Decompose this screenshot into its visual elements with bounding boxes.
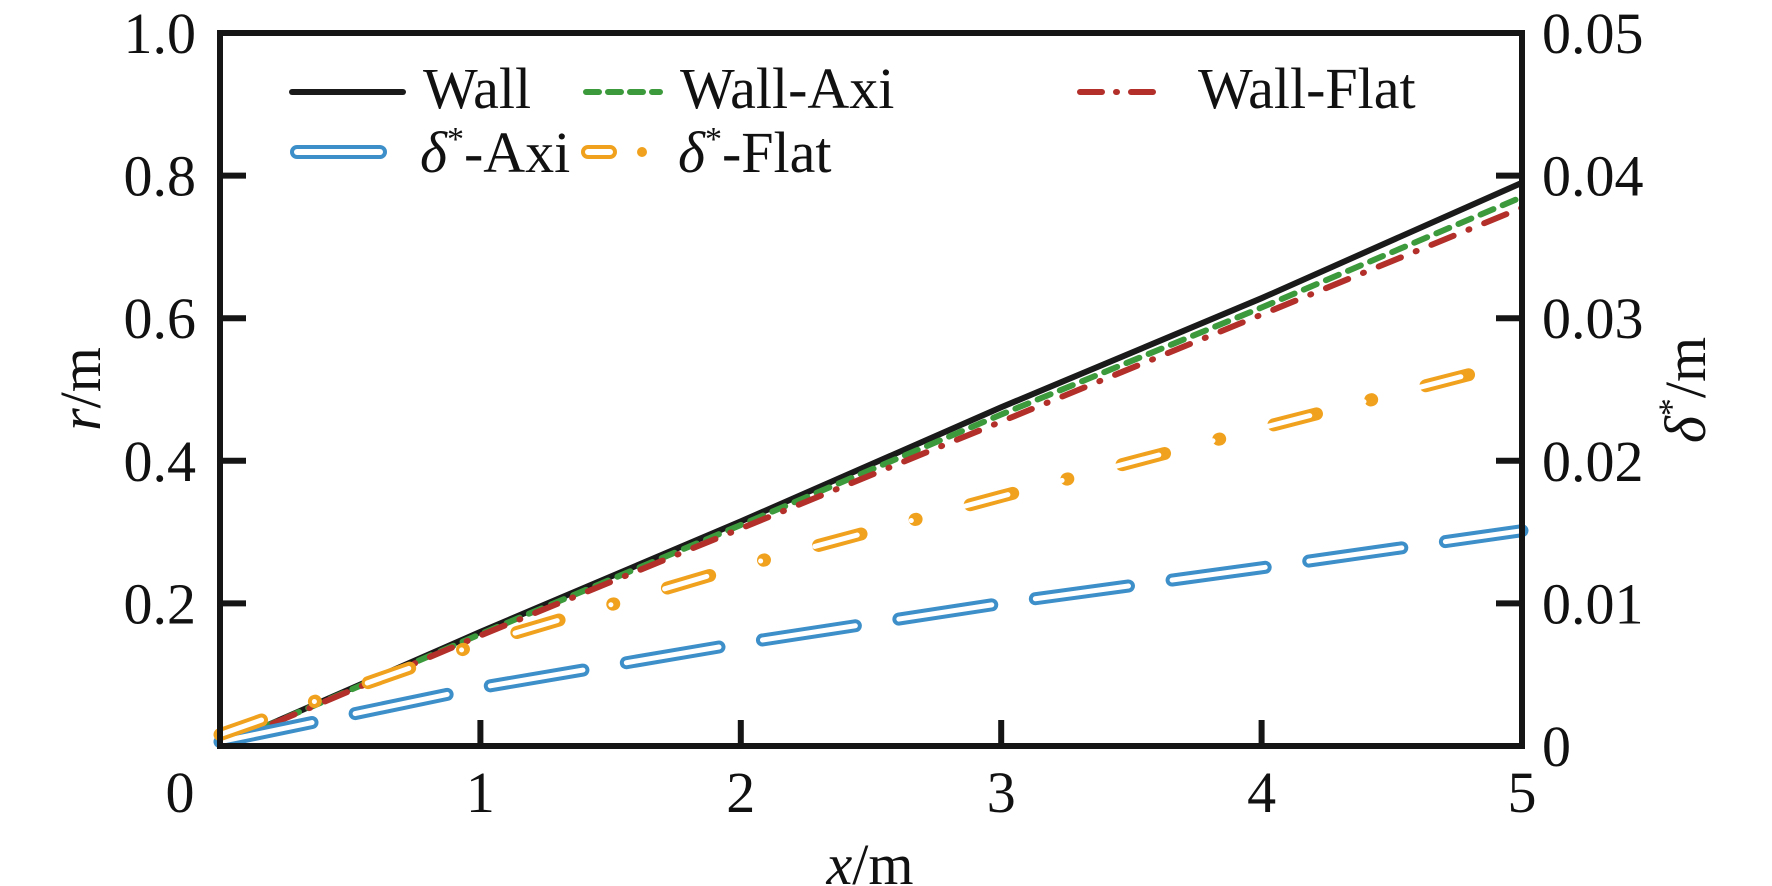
legend-label-delta-flat: δ*-Flat bbox=[678, 120, 832, 185]
y-axis-left-label: r/m bbox=[48, 347, 113, 431]
legend-label-wall-axi: Wall-Axi bbox=[680, 56, 894, 121]
legend-swatch-delta-flat bbox=[581, 145, 617, 159]
legend: Wall Wall-Axi Wall-Flat δ*-Axi δ*-Flat bbox=[289, 56, 1416, 185]
legend-item-wall-flat: Wall-Flat bbox=[1077, 56, 1416, 121]
legend-label-wall-flat: Wall-Flat bbox=[1198, 56, 1416, 121]
plot-frame bbox=[217, 30, 1525, 749]
y-axis-right-label: δ*/m bbox=[1651, 337, 1718, 443]
series-axi-line-outer bbox=[213, 524, 1529, 749]
y-right-tick-label: 0.05 bbox=[1542, 1, 1644, 66]
y-left-tick-label: 1.0 bbox=[124, 1, 197, 66]
y-right-tick-label: 0.04 bbox=[1542, 144, 1644, 209]
series-wall-flat-line bbox=[217, 204, 1525, 749]
y-right-tick-label: 0.02 bbox=[1542, 429, 1644, 494]
series-layer bbox=[213, 179, 1529, 749]
x-tick-label: 3 bbox=[987, 760, 1016, 825]
legend-label-wall: Wall bbox=[423, 56, 531, 121]
x-tick-label: 4 bbox=[1247, 760, 1276, 825]
series-axi bbox=[213, 524, 1529, 749]
y-left-tick-label: 0.4 bbox=[124, 429, 197, 494]
y-left-tick-label: 0.8 bbox=[124, 144, 197, 209]
legend-item-delta-flat: δ*-Flat bbox=[581, 120, 832, 185]
y-left-tick-label: 0.6 bbox=[124, 286, 197, 351]
legend-label-delta-axi: δ*-Axi bbox=[420, 120, 570, 185]
series-axi-line-inner bbox=[217, 528, 1525, 745]
x-tick-label: 0 bbox=[166, 760, 195, 825]
y-right-tick-label: 0.03 bbox=[1542, 286, 1644, 351]
series-wall-axi-line bbox=[217, 194, 1525, 749]
series-flat bbox=[213, 354, 1529, 742]
ticks-layer: 0 1 2 3 4 5 0.2 0.4 0.6 0.8 1.0 0 0.01 0.02 0.03 0.04 0.… bbox=[124, 1, 1644, 825]
legend-swatch-delta-axi bbox=[290, 145, 387, 159]
series-wall-axi bbox=[217, 194, 1525, 749]
x-tick-label: 5 bbox=[1508, 760, 1537, 825]
y-right-tick-label: 0 bbox=[1542, 714, 1571, 779]
x-tick-label: 2 bbox=[726, 760, 755, 825]
x-axis-label: x/m bbox=[826, 832, 914, 886]
legend-item-delta-axi: δ*-Axi bbox=[290, 120, 570, 185]
legend-swatch-delta-flat-dot bbox=[637, 147, 647, 157]
series-flat-line-outer bbox=[213, 354, 1529, 742]
y-right-tick-label: 0.01 bbox=[1542, 571, 1644, 636]
series-flat-line-inner bbox=[217, 358, 1525, 738]
x-tick-label: 1 bbox=[466, 760, 495, 825]
y-left-tick-label: 0.2 bbox=[124, 571, 197, 636]
legend-item-wall-axi: Wall-Axi bbox=[583, 56, 894, 121]
series-wall-flat bbox=[217, 204, 1525, 749]
legend-item-wall: Wall bbox=[289, 56, 531, 121]
